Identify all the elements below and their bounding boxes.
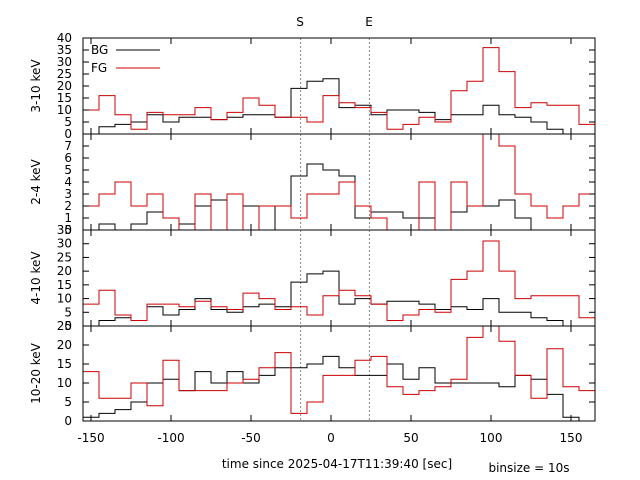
series-bg-line [83,270,595,327]
y-tick-label: 6 [64,151,72,165]
y-tick-label: 0 [64,127,72,141]
x-tick-label: -50 [241,431,261,445]
y-tick-label: 0 [64,319,72,333]
series-fg-line [83,240,595,321]
y-tick-label: 30 [57,55,72,69]
series-bg-line [83,355,595,422]
y-tick-label: 30 [57,237,72,251]
y-tick-label: 10 [57,292,72,306]
x-tick-label: -150 [77,431,104,445]
y-tick-label: 15 [57,278,72,292]
series-fg-line [83,47,595,130]
y-tick-label: 10 [57,103,72,117]
y-tick-label: 25 [57,319,72,333]
panel-frame [82,325,596,422]
y-tick-label: 1 [64,211,72,225]
y-axis-label: 3-10 keV [29,59,43,113]
binsize-note: binsize = 10s [488,461,569,475]
marker-label-end: E [365,15,373,29]
y-tick-label: 40 [57,31,72,45]
y-tick-label: 4 [64,175,72,189]
series-bg-line [83,163,595,231]
marker-labels: S E [296,15,373,29]
x-tick-label: 0 [327,431,335,445]
y-tick-label: 7 [64,139,72,153]
y-tick-label: 20 [57,338,72,352]
y-tick-label: 5 [64,163,72,177]
panel-3: 0 5 10 15 20 25 10-20 keV [29,319,596,428]
series-fg-line [83,325,595,414]
y-tick-label: 0 [64,223,72,237]
y-axis-label: 10-20 keV [29,342,43,404]
y-axis-label: 4-10 keV [29,251,43,305]
y-tick-label: 25 [57,67,72,81]
y-tick-label: 15 [57,91,72,105]
x-axis-label: time since 2025-04-17T11:39:40 [sec] [222,457,452,471]
y-tick-label: 3 [64,187,72,201]
y-tick-label: 15 [57,357,72,371]
x-tick-label: 150 [560,431,583,445]
y-axis-label: 2-4 keV [29,158,43,204]
y-tick-label: 35 [57,43,72,57]
y-tick-label: 35 [57,223,72,237]
y-tick-label: 20 [57,264,72,278]
x-tick-label: 50 [403,431,418,445]
legend: BG FG [91,43,160,75]
y-tick-label: 5 [64,305,72,319]
marker-label-start: S [296,15,304,29]
y-tick-label: 5 [64,395,72,409]
y-tick-label: 5 [64,115,72,129]
x-tick-label: -100 [157,431,184,445]
series-bg-line [83,78,595,135]
y-tick-label: 20 [57,79,72,93]
series-fg-line [83,133,595,231]
y-tick-label: 0 [64,414,72,428]
legend-label-fg: FG [91,61,107,75]
x-axis: -150 -100 -50 0 50 100 150 [77,431,582,445]
y-tick-label: 25 [57,250,72,264]
y-tick-label: 10 [57,376,72,390]
x-tick-label: 100 [480,431,503,445]
legend-label-bg: BG [91,43,108,57]
y-tick-label: 2 [64,199,72,213]
